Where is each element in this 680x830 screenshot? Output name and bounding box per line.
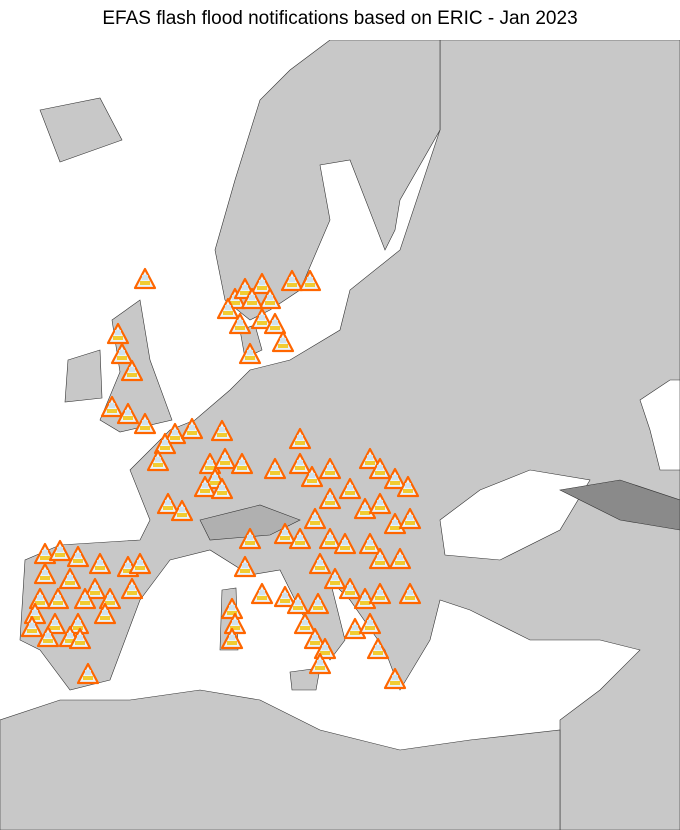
flash-flood-warning-triangle-icon[interactable]: [170, 499, 194, 522]
flash-flood-warning-triangle-icon[interactable]: [156, 492, 180, 515]
relief-caucasus: [559, 479, 680, 531]
flash-flood-warning-triangle-icon[interactable]: [146, 449, 170, 472]
flash-flood-warning-triangle-icon[interactable]: [250, 272, 274, 295]
flash-flood-warning-triangle-icon[interactable]: [398, 507, 422, 530]
flash-flood-warning-triangle-icon[interactable]: [263, 457, 287, 480]
flash-flood-warning-triangle-icon[interactable]: [216, 297, 240, 320]
flash-flood-warning-triangle-icon[interactable]: [210, 477, 234, 500]
flash-flood-warning-triangle-icon[interactable]: [120, 577, 144, 600]
flash-flood-warning-triangle-icon[interactable]: [230, 452, 254, 475]
flash-flood-warning-triangle-icon[interactable]: [128, 552, 152, 575]
markers-layer: [20, 267, 422, 690]
flash-flood-warning-triangle-icon[interactable]: [163, 422, 187, 445]
flash-flood-warning-triangle-icon[interactable]: [33, 562, 57, 585]
flash-flood-warning-triangle-icon[interactable]: [303, 507, 327, 530]
flash-flood-warning-triangle-icon[interactable]: [238, 527, 262, 550]
flash-flood-warning-triangle-icon[interactable]: [308, 652, 332, 675]
flash-flood-warning-triangle-icon[interactable]: [338, 577, 362, 600]
flash-flood-warning-triangle-icon[interactable]: [250, 582, 274, 605]
flash-flood-warning-triangle-icon[interactable]: [48, 539, 72, 562]
flash-flood-warning-triangle-icon[interactable]: [368, 547, 392, 570]
flash-flood-warning-triangle-icon[interactable]: [358, 532, 382, 555]
flash-flood-warning-triangle-icon[interactable]: [106, 322, 130, 345]
flash-flood-warning-triangle-icon[interactable]: [368, 492, 392, 515]
flash-flood-warning-triangle-icon[interactable]: [358, 447, 382, 470]
flash-flood-warning-triangle-icon[interactable]: [280, 269, 304, 292]
flash-flood-warning-triangle-icon[interactable]: [133, 267, 157, 290]
flash-flood-warning-triangle-icon[interactable]: [233, 555, 257, 578]
flash-flood-warning-triangle-icon[interactable]: [366, 637, 390, 660]
flash-flood-warning-triangle-icon[interactable]: [100, 395, 124, 418]
flash-flood-warning-triangle-icon[interactable]: [271, 330, 295, 353]
flash-flood-warning-triangle-icon[interactable]: [288, 427, 312, 450]
flash-flood-warning-triangle-icon[interactable]: [286, 592, 310, 615]
flash-flood-warning-triangle-icon[interactable]: [228, 312, 252, 335]
flash-flood-warning-triangle-icon[interactable]: [358, 612, 382, 635]
flash-flood-warning-triangle-icon[interactable]: [83, 577, 107, 600]
europe-map: [0, 40, 680, 830]
flash-flood-warning-triangle-icon[interactable]: [306, 592, 330, 615]
flash-flood-warning-triangle-icon[interactable]: [258, 287, 282, 310]
flash-flood-warning-triangle-icon[interactable]: [58, 567, 82, 590]
land-iceland: [39, 97, 123, 163]
flash-flood-warning-triangle-icon[interactable]: [88, 552, 112, 575]
flash-flood-warning-triangle-icon[interactable]: [323, 567, 347, 590]
flash-flood-warning-triangle-icon[interactable]: [133, 412, 157, 435]
flash-flood-warning-triangle-icon[interactable]: [20, 615, 44, 638]
land-africa: [0, 689, 561, 830]
flash-flood-warning-triangle-icon[interactable]: [333, 532, 357, 555]
flash-flood-warning-triangle-icon[interactable]: [66, 545, 90, 568]
flash-flood-warning-triangle-icon[interactable]: [288, 452, 312, 475]
flash-flood-warning-triangle-icon[interactable]: [273, 585, 297, 608]
flash-flood-warning-triangle-icon[interactable]: [318, 487, 342, 510]
flash-flood-warning-triangle-icon[interactable]: [318, 527, 342, 550]
flash-flood-warning-triangle-icon[interactable]: [76, 662, 100, 685]
flash-flood-warning-triangle-icon[interactable]: [383, 667, 407, 690]
flash-flood-warning-triangle-icon[interactable]: [68, 627, 92, 650]
flash-flood-warning-triangle-icon[interactable]: [240, 287, 264, 310]
flash-flood-warning-triangle-icon[interactable]: [293, 612, 317, 635]
land-eurasia: [19, 40, 680, 830]
flash-flood-warning-triangle-icon[interactable]: [318, 457, 342, 480]
flash-flood-warning-triangle-icon[interactable]: [220, 627, 244, 650]
land-layer: [0, 40, 680, 830]
flash-flood-warning-triangle-icon[interactable]: [93, 602, 117, 625]
sea-caspian: [639, 379, 680, 471]
land-scandinavia: [214, 40, 441, 321]
flash-flood-warning-triangle-icon[interactable]: [213, 447, 237, 470]
flash-flood-warning-triangle-icon[interactable]: [388, 547, 412, 570]
flash-flood-warning-triangle-icon[interactable]: [193, 475, 217, 498]
flash-flood-warning-triangle-icon[interactable]: [110, 342, 134, 365]
flash-flood-warning-triangle-icon[interactable]: [36, 625, 60, 648]
flash-flood-warning-triangle-icon[interactable]: [396, 475, 420, 498]
map-title: EFAS flash flood notifications based on …: [102, 8, 578, 29]
flash-flood-warning-triangle-icon[interactable]: [120, 359, 144, 382]
flash-flood-warning-triangle-icon[interactable]: [263, 312, 287, 335]
flash-flood-warning-triangle-icon[interactable]: [338, 477, 362, 500]
flash-flood-warning-triangle-icon[interactable]: [308, 552, 332, 575]
flash-flood-warning-triangle-icon[interactable]: [43, 612, 67, 635]
flash-flood-warning-triangle-icon[interactable]: [73, 587, 97, 610]
flash-flood-warning-triangle-icon[interactable]: [303, 627, 327, 650]
flash-flood-warning-triangle-icon[interactable]: [298, 269, 322, 292]
flash-flood-warning-triangle-icon[interactable]: [398, 582, 422, 605]
flash-flood-warning-triangle-icon[interactable]: [180, 417, 204, 440]
flash-flood-warning-triangle-icon[interactable]: [250, 307, 274, 330]
flash-flood-warning-triangle-icon[interactable]: [300, 465, 324, 488]
land-ireland: [64, 349, 103, 403]
flash-flood-warning-triangle-icon[interactable]: [238, 342, 262, 365]
flash-flood-warning-triangle-icon[interactable]: [210, 419, 234, 442]
flash-flood-warning-triangle-icon[interactable]: [153, 432, 177, 455]
flash-flood-warning-triangle-icon[interactable]: [368, 457, 392, 480]
flash-flood-warning-triangle-icon[interactable]: [368, 582, 392, 605]
flash-flood-warning-triangle-icon[interactable]: [383, 467, 407, 490]
sea-black: [439, 469, 591, 561]
flash-flood-warning-triangle-icon[interactable]: [288, 527, 312, 550]
flash-flood-warning-triangle-icon[interactable]: [116, 402, 140, 425]
flash-flood-warning-triangle-icon[interactable]: [273, 522, 297, 545]
flash-flood-warning-triangle-icon[interactable]: [46, 587, 70, 610]
